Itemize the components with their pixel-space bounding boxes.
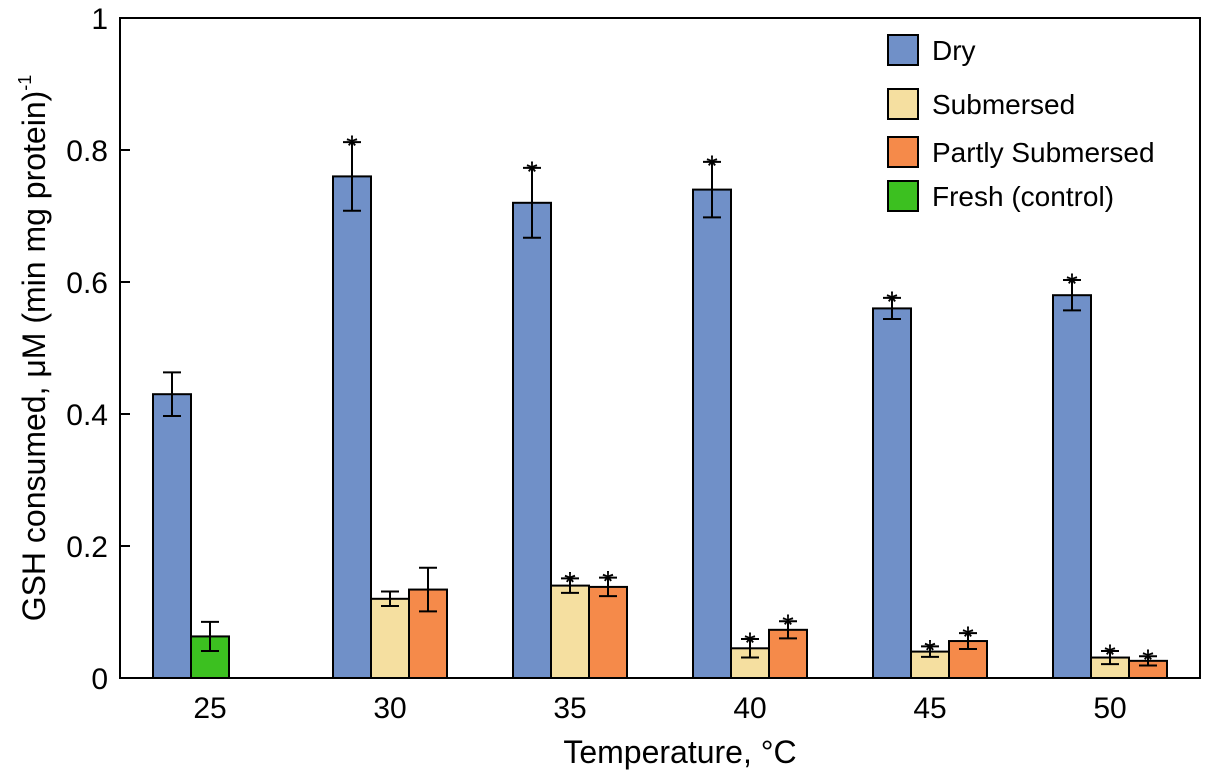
significance-star: * [564, 566, 576, 599]
bar-submersed-30 [370, 597, 410, 679]
bar-dry-30 [332, 175, 372, 679]
legend-swatch-fresh-control [887, 180, 919, 212]
significance-star: * [962, 621, 974, 654]
significance-star: * [782, 609, 794, 642]
legend-label-dry: Dry [932, 35, 976, 66]
x-tick-label: 35 [553, 692, 586, 725]
y-tick-label: 0.4 [66, 399, 108, 432]
legend-label-fresh-control: Fresh (control) [932, 181, 1114, 212]
y-axis-title-main: GSH consumed, μM (min mg protein) [16, 91, 52, 622]
significance-star: * [602, 566, 614, 599]
x-tick-label: 50 [1093, 692, 1126, 725]
y-tick-label: 0.6 [66, 267, 108, 300]
x-tick-label: 30 [373, 692, 406, 725]
y-axis-title: GSH consumed, μM (min mg protein)-1 [15, 75, 52, 622]
significance-star: * [1066, 268, 1078, 301]
legend-swatch-submersed [887, 88, 919, 120]
x-tick-label: 40 [733, 692, 766, 725]
bar-dry-45 [872, 307, 912, 679]
x-tick-label: 45 [913, 692, 946, 725]
significance-star: * [526, 156, 538, 189]
legend-swatch-dry [887, 34, 919, 66]
plot-frame [119, 17, 1201, 679]
significance-star: * [706, 150, 718, 183]
bar-dry-25 [152, 393, 192, 679]
significance-star: * [886, 286, 898, 319]
y-tick-label: 0.8 [66, 135, 108, 168]
bar-submersed-35 [550, 584, 590, 679]
legend-label-submersed: Submersed [932, 89, 1075, 120]
y-tick-label: 1 [91, 3, 108, 36]
bar-dry-40 [692, 188, 732, 679]
y-tick-label: 0.2 [66, 531, 108, 564]
x-axis-title: Temperature, °C [563, 734, 796, 770]
y-tick-label: 0 [91, 663, 108, 696]
bar-partly-submersed-40 [768, 628, 808, 680]
bar-dry-50 [1052, 294, 1092, 679]
bar-partly-submersed-35 [588, 585, 628, 679]
x-tick-label: 25 [193, 692, 226, 725]
significance-star: * [1142, 644, 1154, 677]
significance-star: * [346, 130, 358, 163]
legend-swatch-partly-submersed [887, 136, 919, 168]
y-axis-title-superscript: -1 [15, 75, 35, 91]
significance-star: * [924, 634, 936, 667]
significance-star: * [744, 627, 756, 660]
legend-label-partly-submersed: Partly Submersed [932, 137, 1155, 168]
bar-dry-35 [512, 201, 552, 680]
significance-star: * [1104, 639, 1116, 672]
